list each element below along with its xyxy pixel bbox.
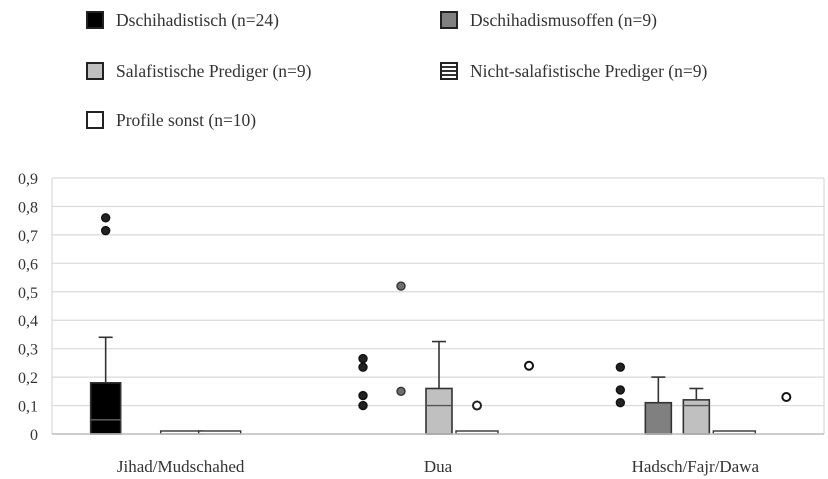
legend-label-dschihadistisch: Dschihadistisch (n=24) xyxy=(116,9,279,30)
box xyxy=(425,387,453,435)
y-tick-label: 0,7 xyxy=(18,228,38,245)
y-tick-label: 0,9 xyxy=(18,171,38,188)
box-0-2 xyxy=(615,362,626,408)
outlier-point xyxy=(781,392,792,403)
outlier-point xyxy=(615,398,626,408)
outlier-point xyxy=(524,360,534,371)
box-2-2 xyxy=(682,387,711,435)
box-2-1 xyxy=(425,340,453,435)
y-tick-label: 0,5 xyxy=(18,285,38,302)
legend-item-dschihadismusoffen: Dschihadismusoffen (n=9) xyxy=(440,8,657,32)
outlier-point xyxy=(396,386,406,397)
y-tick-label: 0,2 xyxy=(18,370,38,387)
outlier-point xyxy=(358,353,368,364)
x-category-label: Jihad/Mudschahed xyxy=(117,457,245,476)
outlier-point xyxy=(358,362,368,372)
box-1-2 xyxy=(644,376,673,435)
outlier-point xyxy=(358,390,368,401)
outlier-point xyxy=(358,400,368,411)
box-4-1 xyxy=(524,360,534,371)
y-tick-label: 0,6 xyxy=(18,256,38,273)
outlier-point xyxy=(615,362,626,372)
legend-swatch-salafistische-prediger xyxy=(86,62,104,80)
legend-swatch-profile-sonst xyxy=(86,111,104,129)
legend-label-nicht-salafistische-prediger: Nicht-salafistische Prediger (n=9) xyxy=(470,60,708,81)
box-3-1 xyxy=(455,400,499,435)
box xyxy=(89,381,122,435)
y-tick-label: 0,3 xyxy=(18,342,38,359)
box-0-0 xyxy=(89,213,122,435)
y-tick-label: 0,8 xyxy=(18,199,38,216)
outlier-point xyxy=(472,400,482,411)
legend-item-nicht-salafistische-prediger: Nicht-salafistische Prediger (n=9) xyxy=(440,59,707,83)
outlier-point xyxy=(615,385,626,395)
legend-label-dschihadismusoffen: Dschihadismusoffen (n=9) xyxy=(470,9,657,30)
box xyxy=(644,401,673,435)
y-tick-label: 0,1 xyxy=(18,399,38,416)
chart-legend: Dschihadistisch (n=24) Dschihadismusoffe… xyxy=(0,0,828,140)
outlier-point xyxy=(100,225,111,236)
box-4-2 xyxy=(781,392,792,403)
legend-item-dschihadistisch: Dschihadistisch (n=24) xyxy=(86,8,279,32)
y-tick-label: 0,4 xyxy=(18,313,38,330)
legend-label-salafistische-prediger: Salafistische Prediger (n=9) xyxy=(116,60,312,81)
box-1-1 xyxy=(396,281,406,397)
legend-item-salafistische-prediger: Salafistische Prediger (n=9) xyxy=(86,59,312,83)
legend-label-profile-sonst: Profile sonst (n=10) xyxy=(116,109,257,130)
outlier-point xyxy=(100,213,111,223)
legend-item-profile-sonst: Profile sonst (n=10) xyxy=(86,108,256,132)
legend-swatch-dschihadismusoffen xyxy=(440,11,458,29)
x-category-label: Dua xyxy=(424,457,453,476)
outlier-point xyxy=(396,281,406,291)
x-category-label: Hadsch/Fajr/Dawa xyxy=(632,457,760,476)
legend-swatch-nicht-salafistische-prediger xyxy=(440,62,458,80)
y-tick-label: 0 xyxy=(30,427,38,444)
box-0-1 xyxy=(358,353,368,411)
legend-swatch-dschihadistisch xyxy=(86,11,104,29)
